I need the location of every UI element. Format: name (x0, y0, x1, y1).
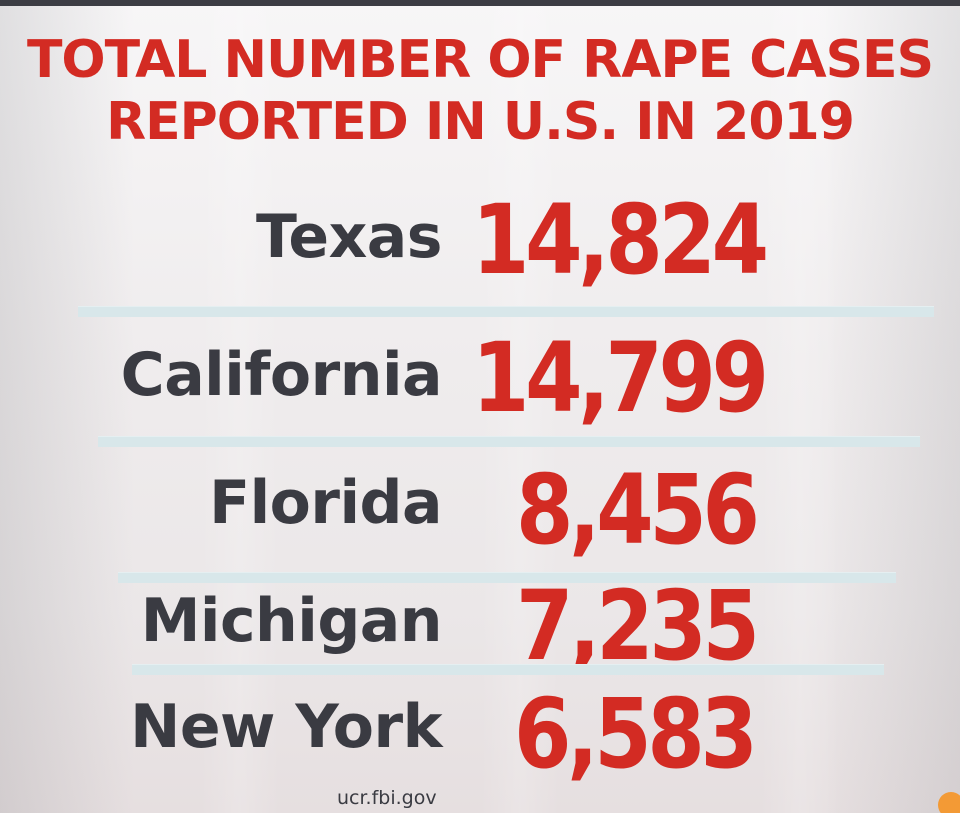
stat-row-california: California 14,799 (0, 328, 960, 438)
stat-row-michigan: Michigan 7,235 (0, 576, 960, 680)
headline-line-2: REPORTED IN U.S. IN 2019 (106, 92, 855, 152)
case-count: 8,456 (516, 454, 760, 566)
stat-row-new-york: New York 6,583 (0, 684, 960, 790)
screen-top-edge (0, 0, 960, 6)
row-divider (118, 572, 896, 583)
state-name: Florida (209, 468, 442, 538)
case-count: 14,824 (472, 184, 769, 296)
state-name: New York (130, 692, 442, 762)
state-name: Michigan (140, 586, 443, 656)
case-count: 7,235 (516, 570, 760, 682)
stat-row-texas: Texas 14,824 (0, 190, 960, 300)
case-count: 14,799 (472, 322, 769, 434)
case-count: 6,583 (514, 678, 758, 790)
state-name: California (120, 340, 443, 410)
corner-indicator (938, 792, 960, 813)
stat-row-florida: Florida 8,456 (0, 460, 960, 570)
row-divider (98, 436, 920, 447)
row-divider (132, 664, 884, 675)
headline-line-1: TOTAL NUMBER OF RAPE CASES (26, 30, 934, 90)
source-caption: ucr.fbi.gov (337, 787, 437, 809)
row-divider (78, 306, 934, 317)
state-name: Texas (255, 202, 443, 272)
